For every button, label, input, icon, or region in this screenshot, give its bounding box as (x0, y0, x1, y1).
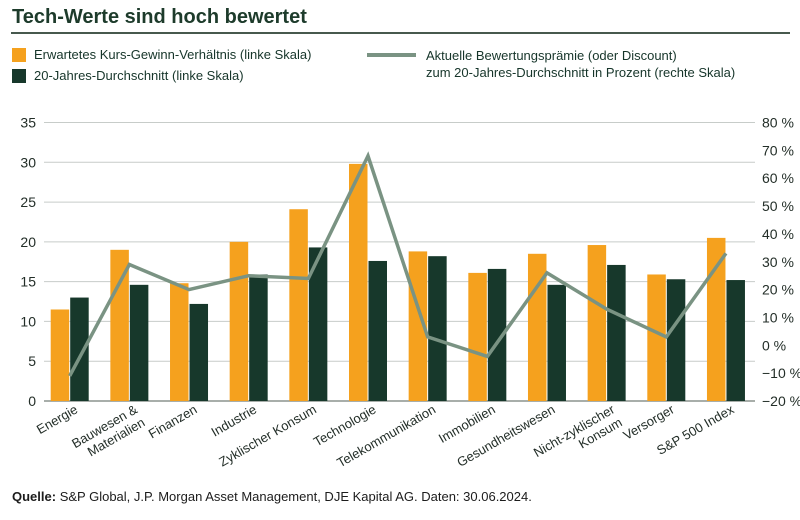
legend-label-premium: Aktuelle Bewertungsprämie (oder Discount… (426, 47, 735, 81)
bar-pe (349, 163, 368, 401)
source-label: Quelle: (12, 489, 57, 504)
bar-pe (50, 309, 70, 401)
bar-avg (249, 274, 268, 401)
y-axis-label-left: 5 (28, 353, 36, 369)
bar-avg (547, 284, 566, 401)
bar-avg (726, 280, 745, 401)
y-axis-label-left: 20 (20, 234, 36, 250)
bar-pe (289, 209, 308, 401)
bar-avg (70, 297, 89, 401)
bar-avg (189, 303, 209, 401)
y-axis-label-right: 60 % (762, 170, 794, 186)
y-axis-label-left: 0 (28, 393, 36, 409)
bar-pe (229, 241, 249, 401)
y-axis-label-right: 30 % (762, 254, 794, 270)
legend-label-avg: 20-Jahres-Durchschnitt (linke Skala) (34, 68, 244, 83)
bar-pe (110, 249, 129, 401)
y-axis-label-right: 40 % (762, 226, 794, 242)
x-axis-label: Industrie (208, 402, 259, 440)
legend-label-premium-line1: Aktuelle Bewertungsprämie (oder Discount… (426, 48, 677, 63)
chart-canvas: 35 30 25 20 15 10 5 0 80 % 70 % 60 % 50 % 40 % 30 % 20… (20, 115, 800, 471)
bar-avg (368, 260, 387, 401)
y-axis-label-right: −20 % (762, 393, 800, 409)
x-axis-label: Zyklischer Konsum (216, 402, 319, 470)
legend-premium-line: Aktuelle Bewertungsprämie (oder Discount… (367, 47, 735, 81)
bar-pe (468, 272, 487, 401)
source-note: Quelle: S&P Global, J.P. Morgan Asset Ma… (12, 489, 532, 504)
y-axis-label-right: 70 % (762, 142, 794, 158)
y-axis-label-right: 10 % (762, 309, 794, 325)
y-axis-label-left: 30 (20, 154, 36, 170)
legend-label-pe: Erwartetes Kurs-Gewinn-Verhältnis (linke… (34, 47, 312, 62)
y-axis-label-right: 80 % (762, 115, 794, 131)
bar-avg (129, 284, 149, 401)
legend-line-swatch-icon (367, 53, 416, 57)
bar-pe (647, 274, 666, 401)
bar-avg (428, 256, 447, 401)
bar-avg (666, 279, 686, 401)
bar-avg (308, 247, 328, 401)
y-axis-label-right: 50 % (762, 198, 794, 214)
legend-item-avg: 20-Jahres-Durchschnitt (linke Skala) (12, 68, 311, 83)
bar-avg (487, 268, 507, 401)
x-axis-label: Bauwesen &Materialien (69, 401, 147, 464)
y-axis-label-right: 20 % (762, 282, 794, 298)
legend-swatch-avg-icon (12, 68, 26, 83)
bar-pe (706, 237, 726, 401)
x-axis-label: Energie (34, 402, 80, 437)
y-axis-label-right: 0 % (762, 337, 786, 353)
page-title: Tech-Werte sind hoch bewertet (12, 6, 307, 28)
y-axis-label-left: 25 (20, 194, 36, 210)
legend-label-premium-line2: zum 20-Jahres-Durchschnitt in Prozent (r… (426, 65, 736, 80)
legend-swatch-pe-icon (12, 47, 26, 62)
bar-pe (587, 245, 607, 401)
title-underline (11, 32, 790, 34)
source-text: S&P Global, J.P. Morgan Asset Management… (59, 489, 532, 504)
x-axis-label: Finanzen (146, 402, 200, 442)
y-axis-label-left: 35 (20, 115, 36, 131)
y-axis-label-left: 15 (20, 274, 36, 290)
y-axis-label-left: 10 (20, 313, 36, 329)
bar-avg (607, 264, 626, 401)
premium-line (68, 151, 728, 377)
x-axis-label: Gesundheitswesen (454, 402, 557, 470)
legend-bars: Erwartetes Kurs-Gewinn-Verhältnis (linke… (12, 47, 311, 83)
y-axis-label-right: −10 % (762, 365, 800, 381)
legend-item-pe: Erwartetes Kurs-Gewinn-Verhältnis (linke… (12, 47, 311, 62)
x-axis-label: Telekommunikation (334, 402, 438, 471)
bar-pe (170, 283, 189, 401)
